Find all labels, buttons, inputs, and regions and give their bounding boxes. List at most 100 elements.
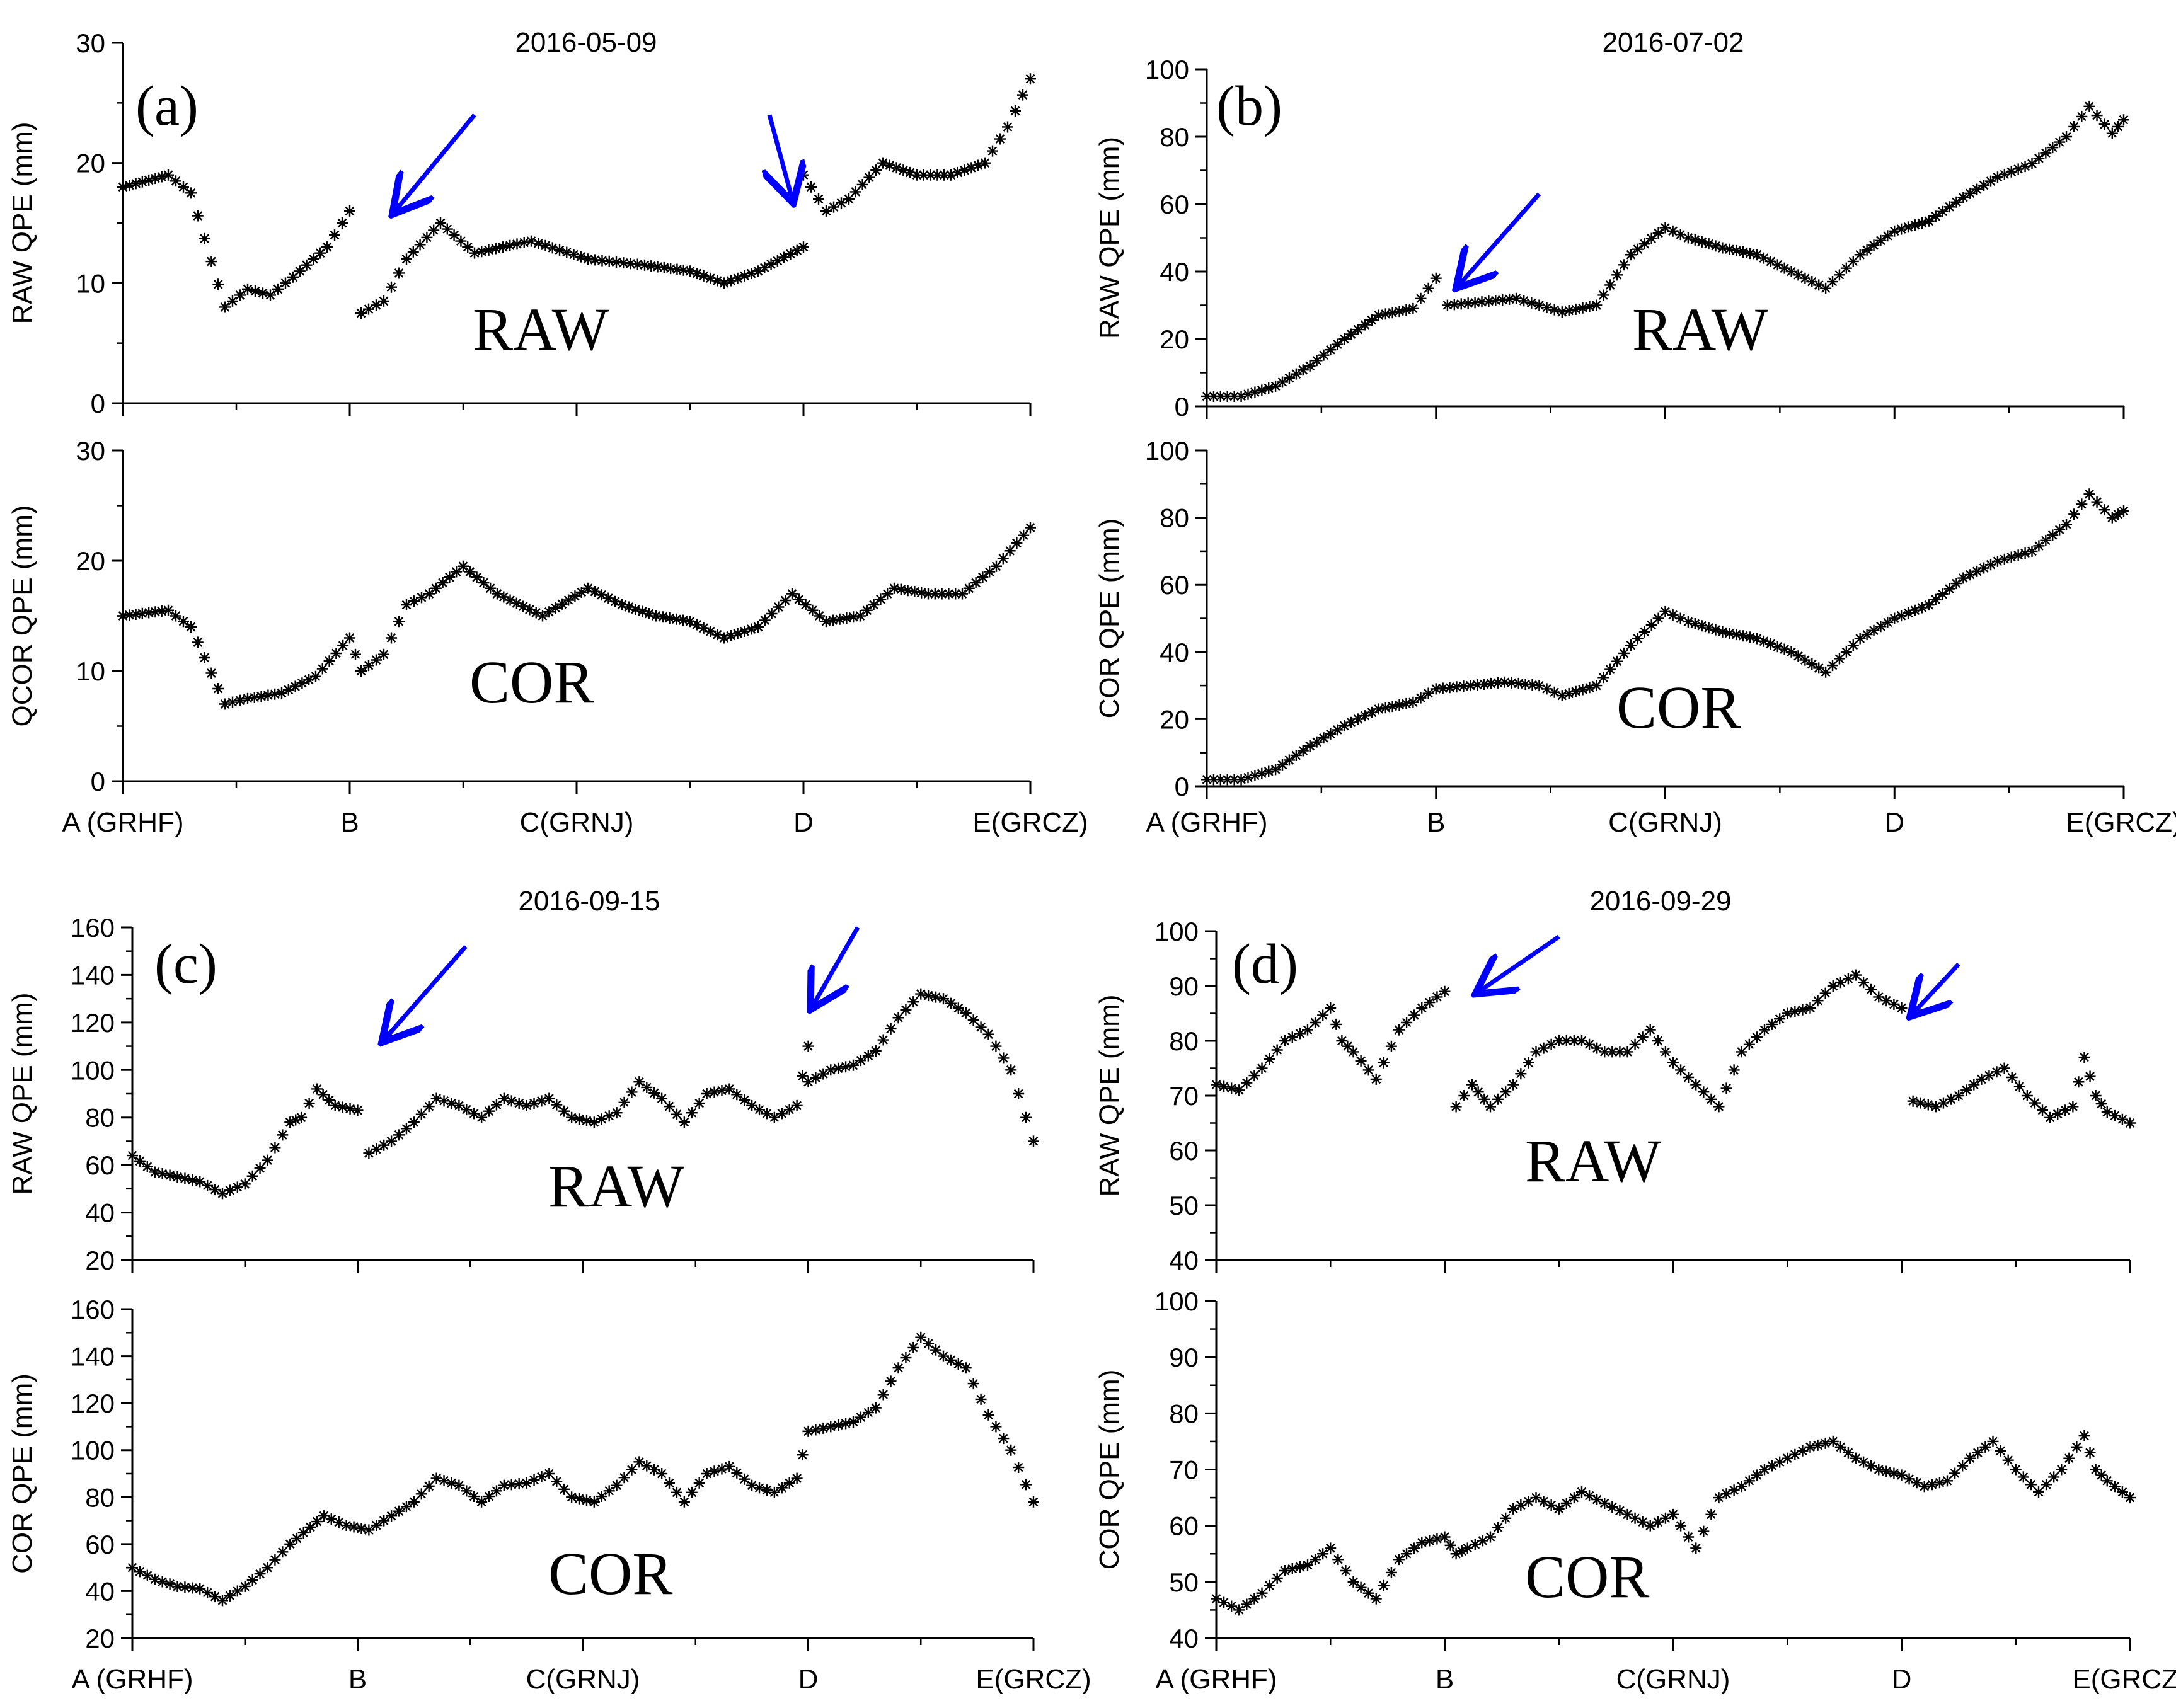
data-point [1758, 635, 1770, 647]
data-point [1865, 1460, 1877, 1472]
data-point [378, 648, 389, 660]
data-point [2013, 1080, 2025, 1092]
data-point [1638, 238, 1650, 250]
data-point [1771, 259, 1783, 271]
data-point [143, 607, 155, 619]
data-point [1834, 1441, 1846, 1453]
data-point [2112, 120, 2124, 132]
x-tick-label: B [1427, 807, 1445, 838]
data-point [1979, 1441, 1991, 1453]
data-point [1937, 205, 1949, 217]
data-point [1978, 180, 1990, 192]
data-point [561, 246, 573, 258]
data-point [415, 1108, 427, 1120]
data-point [1286, 1563, 1298, 1575]
data-point [609, 595, 621, 607]
data-point [960, 1362, 972, 1374]
data-point [1907, 1095, 1919, 1107]
data-point [768, 1111, 780, 1123]
data-point [1325, 728, 1337, 740]
data-point [1840, 646, 1852, 658]
data-point [435, 217, 446, 229]
data-point [408, 595, 420, 607]
data-point [401, 253, 412, 265]
data-point [1880, 995, 1892, 1007]
data-point [1926, 1479, 1938, 1491]
data-point [219, 301, 231, 313]
data-point [1611, 269, 1623, 281]
subplot-a-raw: 0 10 20 30 RAW QPE (mm) RAW [7, 28, 1036, 418]
x-tick-label: D [793, 807, 814, 838]
data-point [1720, 1082, 1732, 1094]
panel-d-label: (d) [1232, 933, 1298, 995]
data-point [524, 604, 536, 616]
y-tick-label: 60 [85, 1150, 115, 1180]
data-point [1577, 302, 1589, 314]
data-point [536, 1470, 548, 1482]
data-point [1556, 306, 1568, 318]
data-point [2116, 1486, 2128, 1498]
panel-a-title: 2016-05-09 [515, 27, 657, 58]
data-point [2019, 547, 2031, 559]
data-point [1017, 89, 1028, 101]
data-point [1393, 699, 1405, 711]
data-point [250, 285, 261, 297]
data-point [791, 1472, 803, 1484]
data-point [437, 577, 449, 588]
data-point [164, 1578, 176, 1590]
data-point [423, 588, 435, 600]
data-point [1766, 1460, 1778, 1472]
y-tick-label: 40 [1169, 1246, 1199, 1275]
data-point [393, 267, 405, 279]
data-point [1820, 666, 1832, 678]
data-point [156, 1576, 168, 1588]
y-tick-label: 100 [71, 1436, 115, 1465]
data-point [296, 1111, 308, 1123]
data-point [686, 1107, 698, 1119]
data-point [1416, 1002, 1428, 1014]
data-point [1370, 1593, 1382, 1605]
data-point [117, 181, 129, 193]
panel-c: 2016-09-15 (c) 20 40 60 80 100 120 140 160 RAW Q… [7, 886, 1091, 1695]
data-point [2040, 534, 2052, 546]
data-point [1868, 624, 1880, 636]
data-point [1235, 390, 1247, 402]
data-point [1526, 679, 1538, 691]
data-point [1976, 1073, 1988, 1085]
data-point [1632, 633, 1644, 645]
data-point [566, 1491, 578, 1503]
y-tick-label: 100 [71, 1055, 115, 1085]
data-point [156, 1167, 168, 1179]
data-point [2098, 118, 2110, 130]
data-point [483, 1105, 495, 1117]
data-point [490, 1485, 502, 1497]
data-point [861, 604, 873, 616]
data-point [1922, 1099, 1934, 1111]
data-point [731, 1467, 743, 1479]
data-point [1207, 390, 1219, 402]
data-point [1242, 772, 1254, 784]
data-point [1937, 1097, 1949, 1109]
data-point [1667, 609, 1679, 621]
data-point [1971, 565, 1983, 577]
y-tick-label: 80 [1169, 1399, 1199, 1428]
data-point [1903, 1473, 1915, 1485]
data-point [1228, 390, 1240, 402]
y-tick-label: 40 [1160, 257, 1189, 287]
data-point [1500, 1086, 1512, 1098]
data-point [2076, 498, 2088, 510]
data-point [671, 1486, 682, 1498]
data-point [832, 1419, 844, 1431]
data-point [1279, 1565, 1291, 1576]
data-point [967, 1378, 979, 1390]
data-point [907, 996, 919, 1008]
data-point [1873, 1464, 1885, 1476]
data-point [1548, 304, 1560, 316]
data-point [1659, 605, 1671, 617]
y-tick-label: 160 [71, 913, 115, 943]
x-tick-label: C(GRNJ) [1616, 1664, 1730, 1695]
data-point [1606, 1046, 1618, 1058]
data-point [848, 1416, 859, 1428]
data-point [1682, 616, 1694, 628]
data-point [643, 608, 655, 619]
